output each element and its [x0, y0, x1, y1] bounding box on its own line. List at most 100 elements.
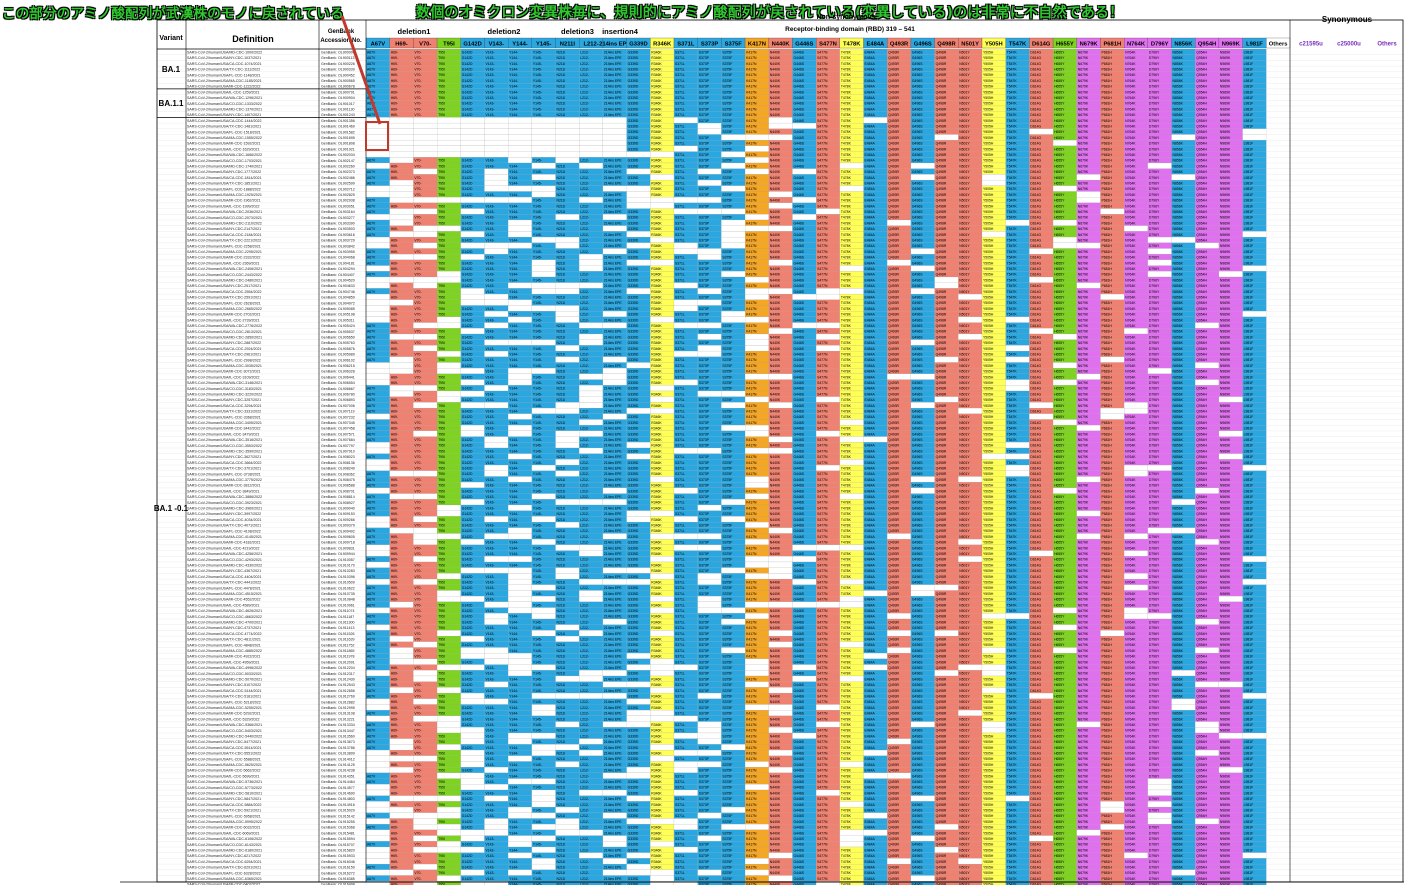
mutation-cell-label: Q493R	[888, 267, 899, 271]
mutation-cell-label: G339D	[628, 227, 639, 231]
mutation-cell-label: L981F	[1244, 96, 1254, 100]
mutation-cell-label: N501Y	[959, 256, 970, 260]
mutation-cell-label: D796Y	[1149, 182, 1160, 186]
mutation-cell	[816, 430, 840, 437]
mutation-cell-label: G339D	[628, 125, 639, 129]
mutation-cell-label: T478K	[841, 392, 852, 396]
definition-cell: SARS-CoV-2/human/USA/CA-CDC-2554/2022	[187, 290, 262, 294]
mutation-cell-label: Y145-	[533, 227, 542, 231]
mutation-cell-label: D614G	[1030, 296, 1041, 300]
mutation-cell-label: N679K	[1078, 187, 1089, 191]
mutation-cell-label: V70-	[414, 79, 421, 83]
mutation-cell-label: S371L	[675, 290, 685, 294]
mutation-cell-label: T478K	[841, 102, 852, 106]
mutation-cell-label: G142D	[462, 96, 473, 100]
mutation-cell-label: T95I	[438, 113, 445, 117]
mutation-cell-label: G339D	[628, 381, 639, 385]
mutation-cell	[602, 134, 627, 141]
mutation-cell-label: T547K	[1007, 164, 1018, 168]
mutation-header-label: N764K	[1127, 42, 1146, 48]
mutation-cell	[484, 402, 509, 409]
mutation-cell-label: N679K	[1078, 267, 1089, 271]
definition-cell: SARS-CoV-2/human/USA/CA-CDC-2924/2021	[187, 347, 262, 351]
mutation-cell-label: S477N	[817, 278, 828, 282]
mutation-cell-label: D796Y	[1149, 427, 1160, 431]
mutation-cell-label: N969K	[1220, 267, 1231, 271]
mutation-cell-label: G446S	[793, 56, 804, 60]
mutation-cell-label: Q498R	[936, 107, 947, 111]
mutation-cell-label: P681H	[1101, 370, 1112, 374]
mutation-cell-label: S477N	[817, 358, 828, 362]
mutation-cell-label: D796Y	[1149, 335, 1160, 339]
mutation-cell	[1242, 134, 1267, 141]
mutation-cell-label: T95I	[438, 102, 445, 106]
mutation-cell-label: D796Y	[1149, 176, 1160, 180]
mutation-cell-label: 214ins EPE	[604, 204, 622, 208]
mutation-cell-label: A67V	[367, 176, 376, 180]
mutation-cell-label: Q954H	[1196, 330, 1207, 334]
mutation-cell-label: H655Y	[1054, 410, 1065, 414]
mutation-cell-label: T95I	[438, 176, 445, 180]
mutation-cell-label: 214ins EPE	[604, 73, 622, 77]
mutation-cell-label: K417N	[746, 187, 757, 191]
mutation-cell	[579, 123, 603, 129]
mutation-cell-label: D614G	[1030, 370, 1041, 374]
mutation-cell-label: R346K	[651, 313, 662, 317]
mutation-cell-label: H655Y	[1054, 284, 1065, 288]
mutation-cell-label: N501Y	[959, 142, 970, 146]
mutation-cell-label: L212-	[580, 370, 589, 374]
mutation-cell-label: N440K	[770, 381, 781, 385]
mutation-cell-label: V143-	[485, 79, 494, 83]
mutation-cell-label: E484A	[865, 267, 876, 271]
mutation-cell-label: L212-	[580, 330, 589, 334]
accession-cell: GenBank: OL901469	[321, 125, 355, 129]
mutation-cell-label: N969K	[1220, 296, 1231, 300]
mutation-cell	[626, 185, 651, 192]
mutation-cell-label: N969K	[1220, 278, 1231, 282]
mutation-cell-label: T478K	[841, 324, 852, 328]
mutation-cell	[697, 248, 722, 255]
mutation-header-label: S371L	[677, 42, 695, 48]
mutation-cell-label: T95I	[438, 79, 445, 83]
mutation-cell-label: N211I	[557, 296, 566, 300]
mutation-cell-label: G446S	[793, 341, 804, 345]
mutation-cell-label: G446S	[793, 387, 804, 391]
mutation-cell-label: G496S	[912, 50, 923, 54]
mutation-cell	[650, 396, 675, 403]
mutation-cell-label: G142D	[462, 176, 473, 180]
mutation-cell	[389, 197, 414, 203]
mutation-cell	[508, 242, 532, 249]
mutation-cell-label: V70-	[414, 427, 421, 431]
accession-cell: GenBank: OL903277	[321, 216, 355, 220]
mutation-cell-label: 214ins EPE	[604, 290, 622, 294]
mutation-cell-label: V143-	[485, 364, 494, 368]
mutation-cell-label: N211I	[557, 107, 566, 111]
mutation-cell	[555, 305, 580, 312]
mutation-cell	[555, 311, 580, 317]
mutation-cell-label: N211I	[557, 421, 566, 425]
mutation-cell-label: H655Y	[1054, 210, 1065, 214]
mutation-cell-label: S477N	[817, 233, 828, 237]
mutation-cell-label: R346K	[651, 364, 662, 368]
mutation-cell-label: G446S	[793, 358, 804, 362]
mutation-cell-label: D796Y	[1149, 404, 1160, 408]
mutation-cell-label: Q493R	[888, 278, 899, 282]
mutation-cell-label: K417N	[746, 153, 757, 157]
mutation-cell-label: G142D	[462, 79, 473, 83]
mutation-cell	[1218, 396, 1243, 403]
mutation-cell-label: T95I	[438, 107, 445, 111]
mutation-cell	[721, 134, 746, 141]
mutation-cell-label: T547K	[1007, 136, 1018, 140]
mutation-cell-label: N969K	[1220, 341, 1231, 345]
mutation-cell-label: P681H	[1101, 273, 1112, 277]
mutation-cell-label: N679K	[1078, 102, 1089, 106]
mutation-cell-label: D796Y	[1149, 68, 1160, 72]
mutation-cell-label: T95I	[438, 193, 445, 197]
mutation-cell	[1076, 191, 1101, 198]
mutation-header-label: L981F	[1246, 42, 1263, 48]
mutation-cell-label: N440K	[770, 68, 781, 72]
mutation-cell-label: N440K	[770, 301, 781, 305]
definition-cell: SARS-CoV-2/human/USA/MA-CDC-2665/2022	[187, 307, 262, 311]
accession-cell: GenBank: OL903955	[321, 250, 355, 254]
mutation-cell-label: P681H	[1101, 176, 1112, 180]
